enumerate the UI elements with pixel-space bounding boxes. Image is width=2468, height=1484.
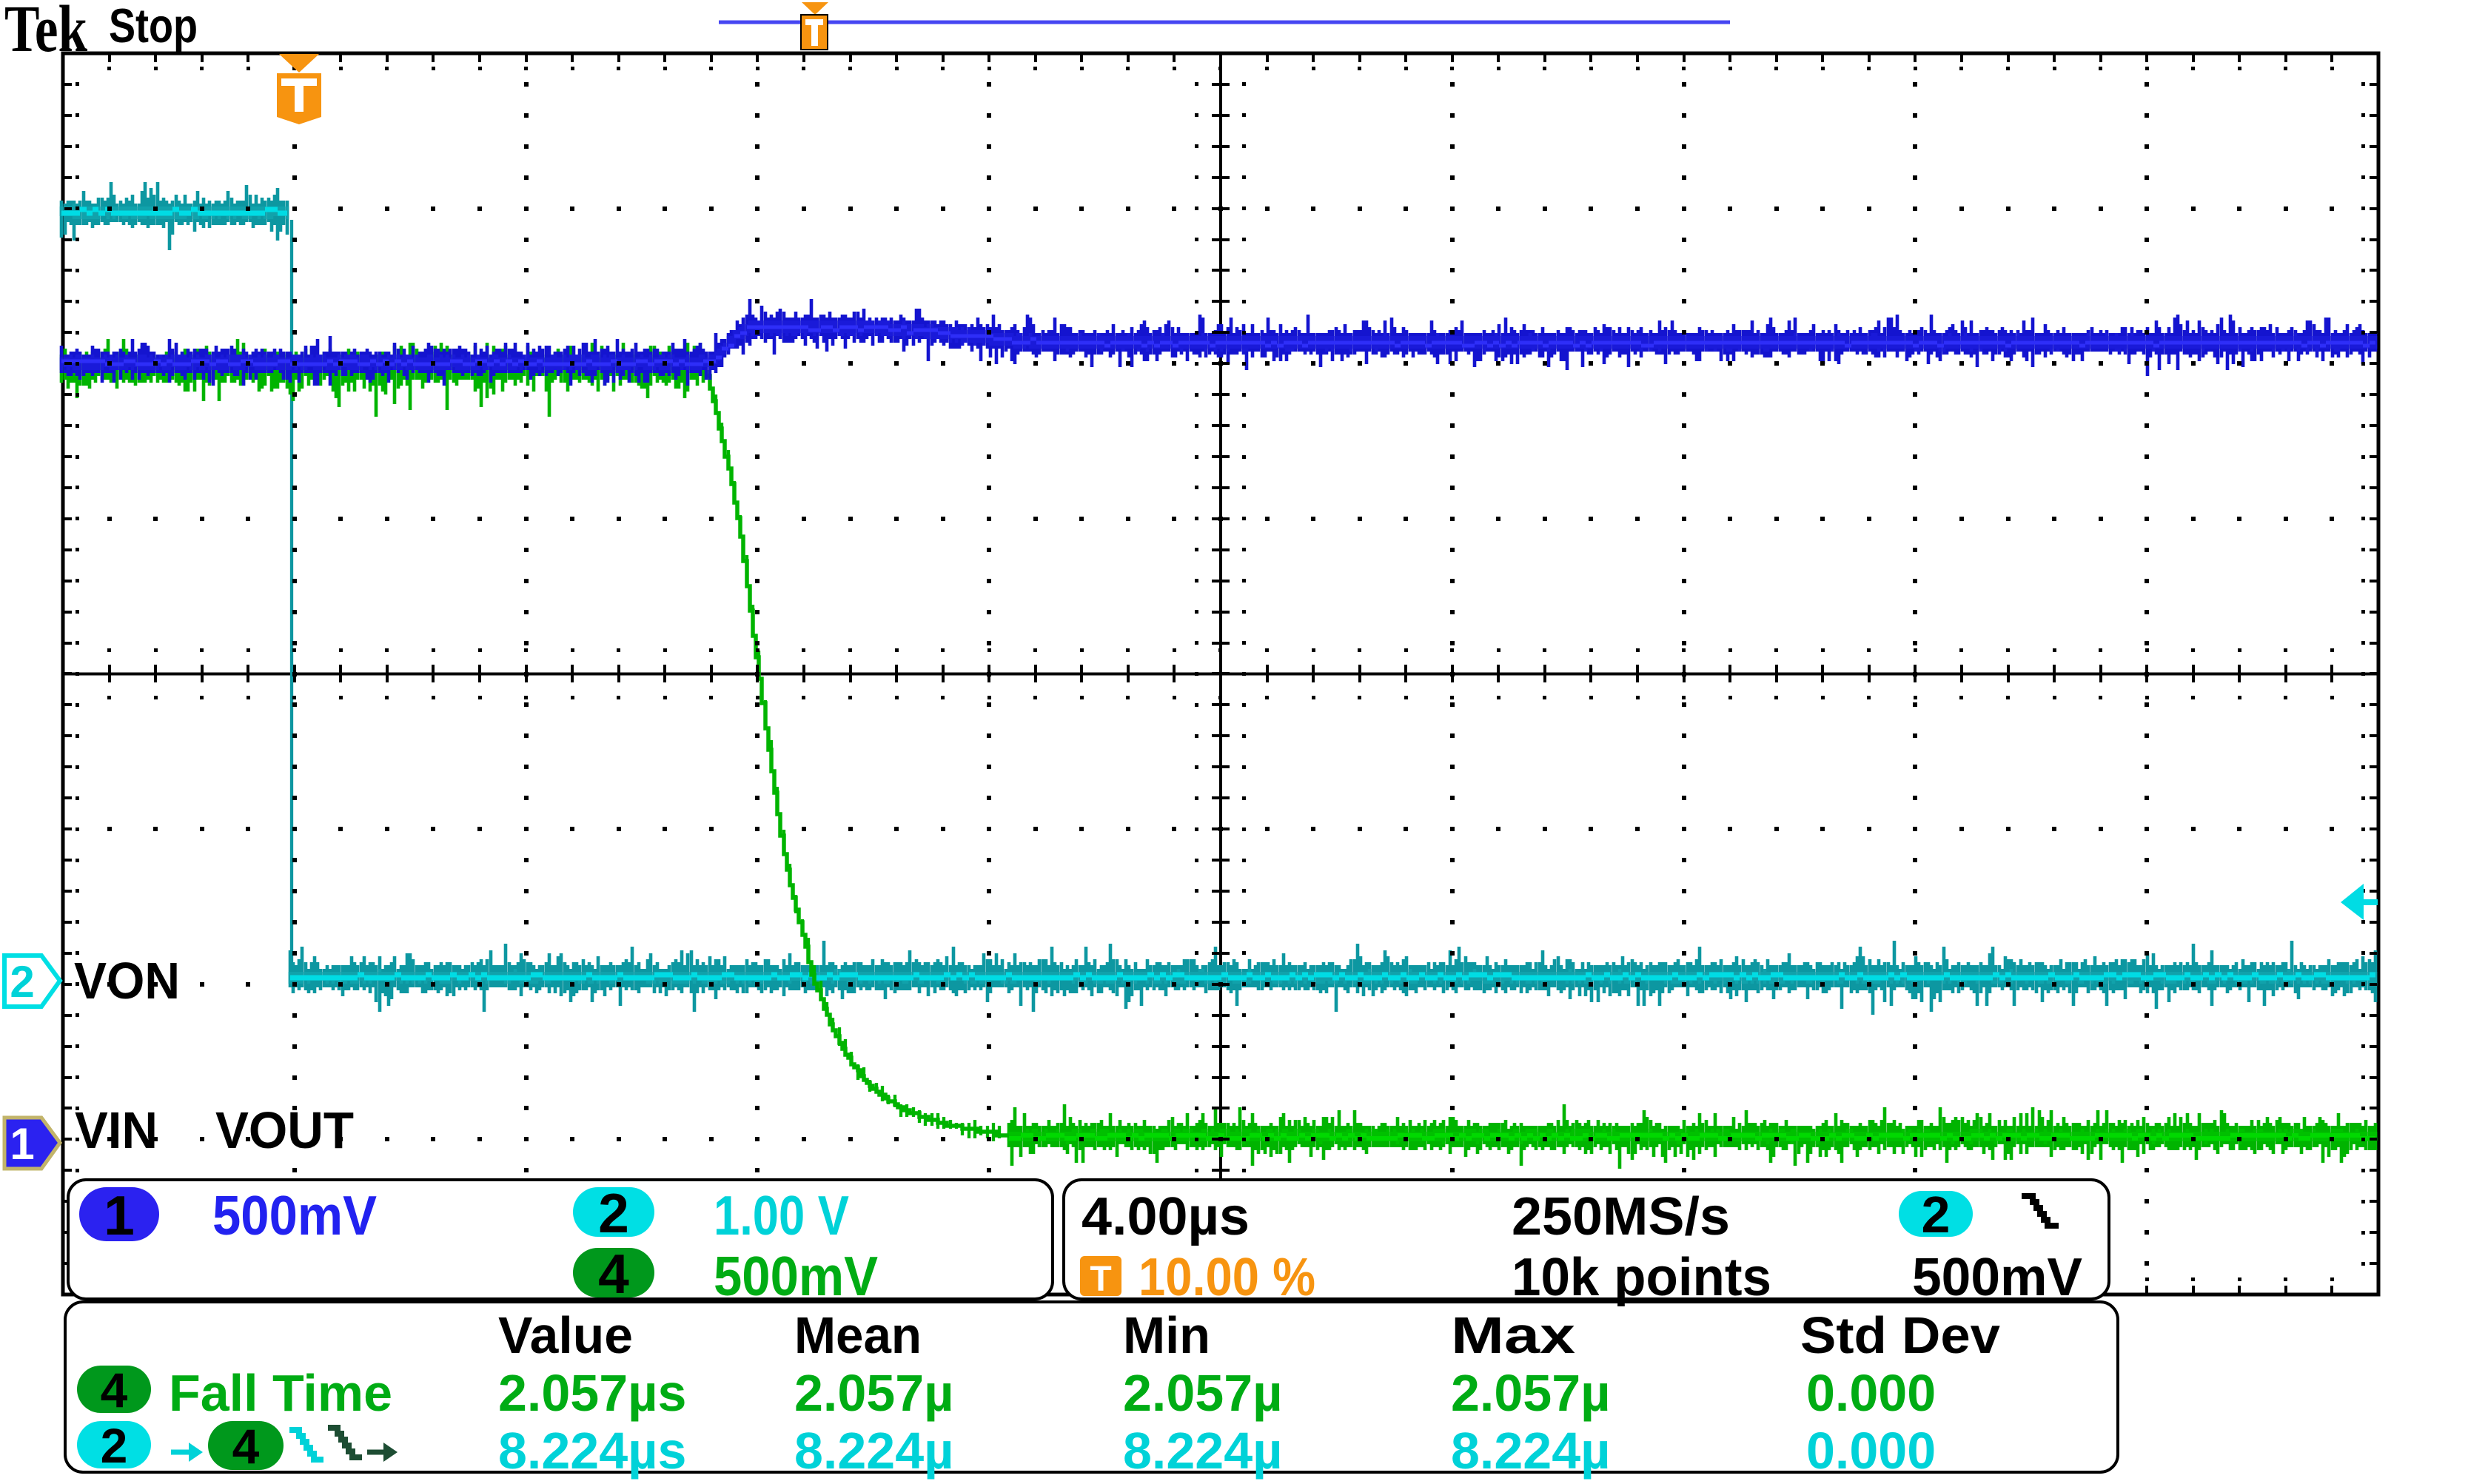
svg-text:2: 2 <box>1922 1186 1951 1243</box>
svg-text:Fall Time: Fall Time <box>169 1364 392 1422</box>
svg-text:Stop: Stop <box>109 0 198 53</box>
svg-text:2: 2 <box>598 1182 629 1244</box>
svg-text:2: 2 <box>10 957 34 1007</box>
svg-text:Std Dev: Std Dev <box>1800 1306 2000 1364</box>
svg-text:1: 1 <box>104 1184 135 1246</box>
svg-text:500mV: 500mV <box>714 1245 878 1307</box>
svg-text:8.224µ: 8.224µ <box>1123 1422 1283 1480</box>
svg-text:10k points: 10k points <box>1512 1248 1771 1307</box>
svg-text:500mV: 500mV <box>212 1184 377 1246</box>
svg-text:500mV: 500mV <box>1912 1248 2082 1307</box>
svg-text:2.057µ: 2.057µ <box>1123 1364 1283 1422</box>
svg-text:1: 1 <box>10 1119 34 1169</box>
svg-text:10.00 %: 10.00 % <box>1139 1248 1315 1307</box>
svg-text:4: 4 <box>232 1419 260 1474</box>
svg-text:Min: Min <box>1123 1306 1210 1364</box>
svg-text:2.057µ: 2.057µ <box>794 1364 954 1422</box>
svg-text:2.057µs: 2.057µs <box>498 1364 686 1422</box>
svg-text:T: T <box>1090 1260 1111 1299</box>
svg-text:0.000: 0.000 <box>1806 1422 1936 1480</box>
svg-text:4.00µs: 4.00µs <box>1082 1187 1250 1246</box>
svg-text:4: 4 <box>598 1243 629 1305</box>
svg-text:250MS/s: 250MS/s <box>1512 1187 1730 1246</box>
svg-text:2: 2 <box>101 1418 128 1473</box>
svg-text:VOUT: VOUT <box>215 1101 354 1159</box>
svg-text:Max: Max <box>1451 1306 1575 1364</box>
svg-text:8.224µ: 8.224µ <box>1451 1422 1611 1480</box>
svg-text:8.224µs: 8.224µs <box>498 1422 686 1480</box>
svg-text:VIN: VIN <box>75 1101 158 1159</box>
svg-text:VON: VON <box>74 952 180 1010</box>
svg-text:4: 4 <box>101 1363 128 1417</box>
svg-text:Value: Value <box>498 1306 633 1364</box>
svg-text:Mean: Mean <box>794 1306 922 1364</box>
svg-text:8.224µ: 8.224µ <box>794 1422 954 1480</box>
svg-text:1.00 V: 1.00 V <box>714 1184 849 1246</box>
svg-text:Tek: Tek <box>4 0 87 66</box>
svg-text:0.000: 0.000 <box>1806 1364 1936 1422</box>
svg-text:2.057µ: 2.057µ <box>1451 1364 1611 1422</box>
